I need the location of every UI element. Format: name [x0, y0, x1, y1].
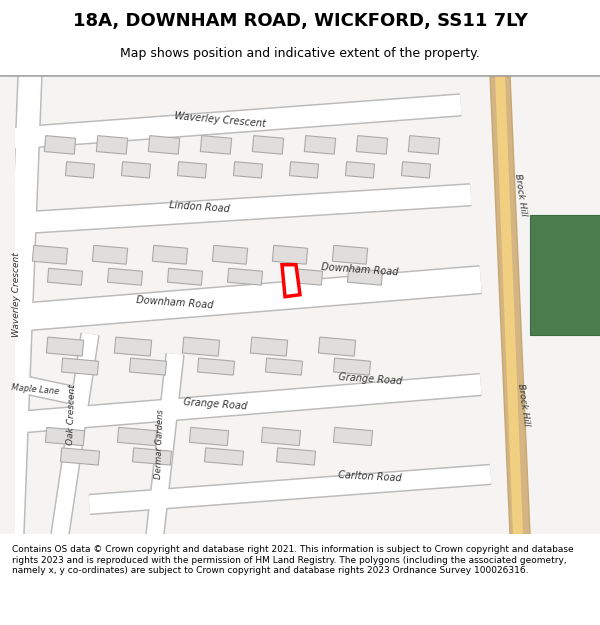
Bar [65, 162, 95, 178]
Bar [227, 268, 263, 285]
Bar [200, 136, 232, 154]
Bar [178, 162, 206, 178]
Polygon shape [0, 268, 481, 332]
Bar [304, 136, 335, 154]
Polygon shape [0, 371, 72, 403]
Text: Carlton Road: Carlton Road [338, 470, 402, 483]
Text: Waverley Crescent: Waverley Crescent [174, 111, 266, 129]
Bar [133, 448, 172, 465]
Bar [0, 75, 15, 534]
Bar [167, 268, 203, 285]
Bar [212, 246, 248, 264]
Bar [205, 448, 244, 465]
Bar [287, 268, 323, 285]
Text: Maple Lane: Maple Lane [11, 383, 59, 396]
Text: Waverley Crescent: Waverley Crescent [13, 253, 22, 337]
Polygon shape [2, 74, 40, 535]
Polygon shape [490, 75, 530, 534]
Bar [148, 136, 179, 154]
Polygon shape [51, 333, 99, 536]
Text: Lindon Road: Lindon Road [169, 200, 230, 214]
Bar [272, 246, 308, 264]
Polygon shape [148, 354, 182, 535]
Polygon shape [0, 96, 461, 149]
Text: Contains OS data © Crown copyright and database right 2021. This information is : Contains OS data © Crown copyright and d… [12, 545, 574, 575]
Text: Downham Road: Downham Road [136, 295, 214, 311]
Bar [334, 428, 373, 446]
Polygon shape [146, 354, 184, 536]
Bar [332, 246, 368, 264]
Bar [334, 358, 371, 375]
Bar [356, 136, 388, 154]
Bar [118, 428, 157, 446]
Bar [530, 215, 600, 334]
Polygon shape [0, 94, 461, 151]
Bar [289, 162, 319, 178]
Bar [190, 428, 229, 446]
Bar [97, 136, 128, 154]
Text: Grange Road: Grange Road [183, 398, 247, 412]
Bar [47, 268, 83, 285]
Bar [409, 136, 440, 154]
Bar [346, 162, 374, 178]
Polygon shape [0, 74, 42, 535]
Polygon shape [89, 466, 491, 513]
Bar [401, 162, 431, 178]
Bar [115, 337, 152, 356]
Bar [233, 162, 263, 178]
Text: Downham Road: Downham Road [321, 262, 399, 278]
Bar [253, 136, 284, 154]
Bar [319, 337, 356, 356]
Bar [182, 337, 220, 356]
Bar [61, 448, 100, 465]
Bar [46, 428, 85, 446]
Text: Brock Hill: Brock Hill [515, 382, 530, 426]
Polygon shape [53, 334, 97, 536]
Polygon shape [0, 374, 481, 436]
Bar [265, 358, 302, 375]
Polygon shape [0, 375, 481, 434]
Polygon shape [282, 265, 300, 297]
Bar [262, 428, 301, 446]
Bar [152, 246, 188, 264]
Bar [107, 268, 143, 285]
Bar [121, 162, 151, 178]
Polygon shape [0, 184, 470, 236]
Polygon shape [495, 75, 523, 534]
Bar [32, 246, 68, 264]
Bar [347, 268, 383, 285]
Bar [250, 337, 287, 356]
Polygon shape [0, 372, 71, 402]
Polygon shape [0, 266, 481, 334]
Text: 18A, DOWNHAM ROAD, WICKFORD, SS11 7LY: 18A, DOWNHAM ROAD, WICKFORD, SS11 7LY [73, 12, 527, 30]
Bar [277, 448, 316, 465]
Text: Oak Crescent: Oak Crescent [67, 384, 77, 445]
Text: Map shows position and indicative extent of the property.: Map shows position and indicative extent… [120, 48, 480, 61]
Bar [92, 246, 128, 264]
Text: Dermar Gardens: Dermar Gardens [154, 409, 166, 479]
Polygon shape [0, 186, 470, 234]
Bar [197, 358, 235, 375]
Bar [130, 358, 167, 375]
Text: Brock Hill: Brock Hill [512, 173, 527, 217]
Bar [61, 358, 98, 375]
Bar [44, 136, 76, 154]
Text: Grange Road: Grange Road [338, 372, 402, 387]
Polygon shape [89, 464, 491, 514]
Bar [46, 337, 83, 356]
